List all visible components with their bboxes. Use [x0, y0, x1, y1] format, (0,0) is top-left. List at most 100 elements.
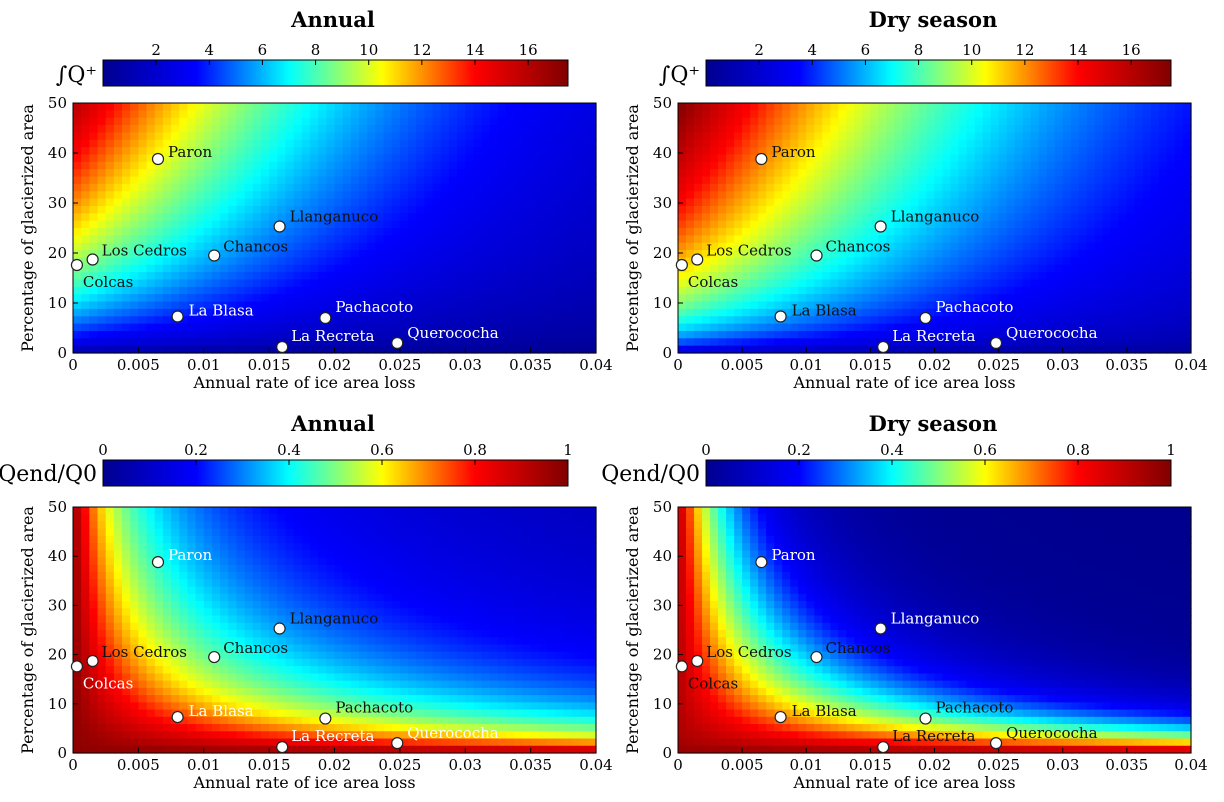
heatmap-cell	[416, 272, 425, 281]
heatmap-cell	[1086, 286, 1096, 295]
heatmap-cell	[375, 147, 385, 156]
heatmap-cell	[399, 213, 409, 222]
heatmap-cell	[1102, 272, 1112, 281]
heatmap-cell	[122, 117, 131, 126]
heatmap-cell	[1158, 110, 1168, 119]
heatmap-cell	[1006, 125, 1016, 134]
heatmap-cell	[571, 316, 581, 325]
heatmap-cell	[982, 183, 992, 192]
heatmap-cell	[326, 521, 336, 530]
heatmap-cell	[1142, 308, 1152, 317]
heatmap-cell	[122, 110, 131, 119]
heatmap-cell	[579, 110, 589, 119]
heatmap-cell	[678, 330, 687, 339]
heatmap-cell	[269, 198, 278, 207]
heatmap-cell	[522, 183, 532, 192]
heatmap-cell	[171, 514, 180, 523]
heatmap-cell	[1006, 110, 1016, 119]
heatmap-cell	[359, 528, 368, 537]
heatmap-cell	[918, 110, 928, 119]
heatmap-cell	[798, 235, 807, 244]
heatmap-cell	[350, 169, 360, 178]
heatmap-cell	[187, 338, 197, 347]
heatmap-cell	[318, 198, 327, 207]
heatmap-cell	[1134, 228, 1144, 236]
heatmap-cell	[1174, 154, 1184, 163]
heatmap-cell	[285, 250, 295, 259]
heatmap-cell	[367, 191, 376, 200]
heatmap-cell	[750, 161, 759, 170]
heatmap-cell	[806, 191, 815, 200]
heatmap-cell	[958, 220, 968, 229]
heatmap-cell	[359, 507, 368, 515]
heatmap-cell	[457, 176, 466, 185]
heatmap-cell	[497, 521, 507, 530]
heatmap-cell	[982, 308, 992, 317]
heatmap-cell	[334, 228, 344, 236]
heatmap-cell	[1062, 272, 1072, 281]
heatmap-cell	[89, 528, 99, 537]
heatmap-cell	[1006, 330, 1016, 339]
heatmap-cell	[538, 242, 548, 251]
heatmap-cell	[798, 213, 807, 222]
heatmap-cell	[758, 198, 767, 207]
heatmap-cell	[1062, 110, 1072, 119]
heatmap-cell	[870, 242, 879, 251]
heatmap-cell	[138, 272, 148, 281]
heatmap-cell	[950, 220, 960, 229]
heatmap-cell	[1126, 213, 1136, 222]
heatmap-cell	[497, 117, 507, 126]
heatmap-cell	[293, 228, 303, 236]
heatmap-cell	[383, 169, 393, 178]
heatmap-cell	[457, 242, 466, 251]
heatmap-cell	[1078, 154, 1088, 163]
heatmap-cell	[742, 191, 751, 200]
heatmap-cell	[301, 183, 311, 192]
heatmap-cell	[782, 316, 791, 325]
heatmap-cell	[334, 543, 344, 552]
heatmap-cell	[465, 257, 475, 266]
heatmap-cell	[383, 279, 393, 288]
heatmap-cell	[457, 154, 466, 163]
heatmap-cell	[391, 110, 401, 119]
heatmap-cell	[187, 535, 197, 544]
heatmap-cell	[448, 514, 458, 523]
heatmap-cell	[1030, 338, 1040, 347]
heatmap-cell	[990, 330, 1000, 339]
heatmap-cell	[870, 117, 879, 126]
heatmap-cell	[1014, 257, 1024, 266]
heatmap-cell	[1046, 330, 1056, 339]
heatmap-cell	[236, 205, 246, 214]
heatmap-cell	[790, 272, 799, 281]
heatmap-cell	[1070, 294, 1080, 303]
heatmap-cell	[678, 242, 687, 251]
heatmap-cell	[702, 264, 711, 273]
heatmap-cell	[934, 242, 944, 251]
heatmap-cell	[1086, 272, 1096, 281]
heatmap-cell	[481, 117, 491, 126]
heatmap-cell	[934, 301, 944, 310]
heatmap-cell	[814, 213, 823, 222]
heatmap-cell	[1094, 250, 1104, 259]
heatmap-cell	[277, 514, 287, 523]
heatmap-cell	[473, 154, 483, 163]
site-label: Pachacoto	[936, 298, 1014, 316]
heatmap-cell	[1174, 264, 1184, 273]
heatmap-cell	[942, 125, 952, 134]
heatmap-cell	[211, 110, 221, 119]
heatmap-cell	[489, 286, 499, 295]
heatmap-cell	[966, 205, 976, 214]
site-marker	[774, 310, 787, 323]
heatmap-cell	[571, 154, 581, 163]
heatmap-cell	[774, 286, 783, 295]
heatmap-cell	[587, 117, 597, 126]
heatmap-cell	[457, 228, 466, 236]
heatmap-cell	[146, 103, 156, 111]
heatmap-cell	[990, 264, 1000, 273]
heatmap-cell	[497, 338, 507, 347]
heatmap-cell	[89, 264, 99, 273]
heatmap-cell	[694, 154, 703, 163]
heatmap-cell	[1158, 330, 1168, 339]
heatmap-cell	[408, 191, 417, 200]
heatmap-cell	[838, 308, 847, 317]
